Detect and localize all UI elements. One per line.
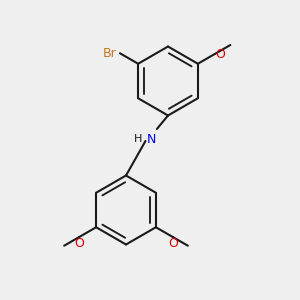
Text: O: O [74, 237, 84, 250]
Text: O: O [168, 237, 178, 250]
Text: Br: Br [103, 47, 117, 60]
Text: H: H [134, 134, 142, 145]
Text: O: O [216, 47, 226, 61]
Text: N: N [147, 133, 156, 146]
